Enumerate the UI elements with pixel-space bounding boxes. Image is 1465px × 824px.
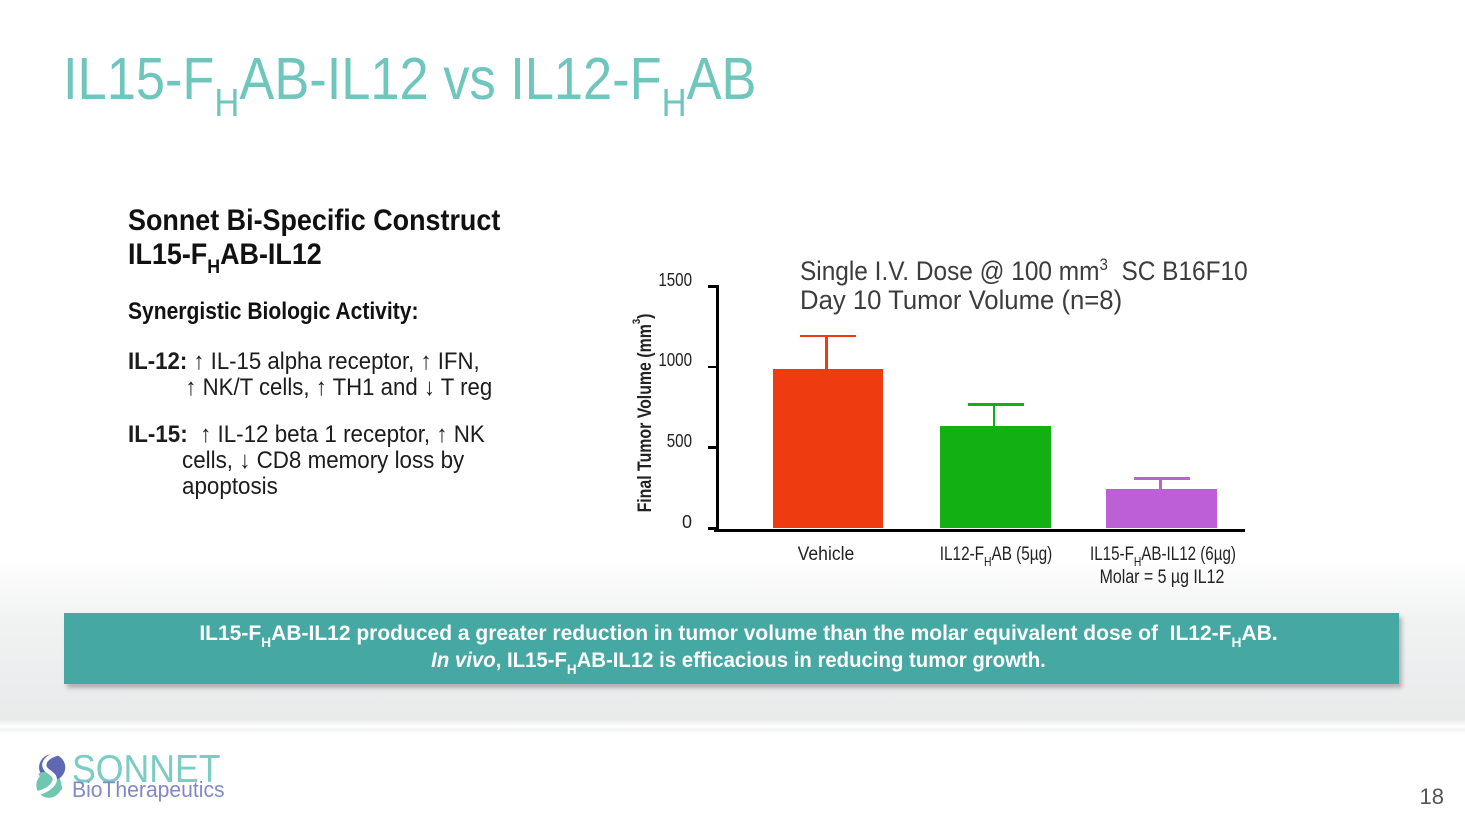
svg-text:SONNET: SONNET — [72, 748, 221, 791]
svg-text:BioTherapeutics: BioTherapeutics — [72, 777, 225, 802]
